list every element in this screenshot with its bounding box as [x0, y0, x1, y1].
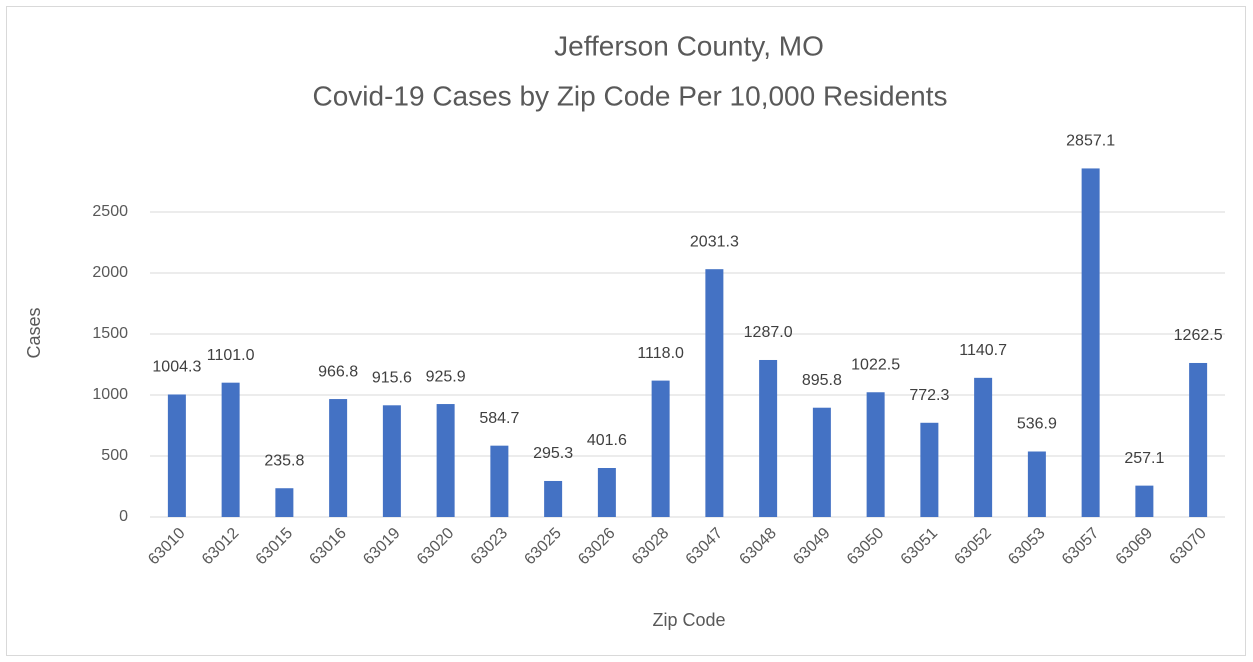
bar	[1189, 362, 1208, 517]
bar	[705, 269, 724, 517]
y-tick-label: 1500	[92, 325, 128, 342]
bar	[1135, 485, 1154, 517]
data-label: 895.8	[802, 372, 842, 389]
bar	[329, 399, 348, 517]
data-label: 925.9	[426, 368, 466, 385]
bar	[436, 404, 455, 517]
bar	[1081, 168, 1100, 517]
data-label: 536.9	[1017, 416, 1057, 433]
chart-border	[6, 6, 1246, 656]
data-label: 2031.3	[690, 233, 739, 250]
y-tick-label: 500	[101, 447, 128, 464]
bar	[544, 480, 563, 517]
bar	[920, 422, 939, 517]
data-label: 257.1	[1124, 450, 1164, 467]
data-label: 295.3	[533, 445, 573, 462]
bar	[490, 445, 509, 517]
bar	[974, 377, 993, 517]
y-tick-label: 0	[119, 508, 128, 525]
bar	[597, 468, 616, 517]
chart-title: Jefferson County, MO	[554, 30, 824, 61]
data-label: 584.7	[479, 410, 519, 427]
y-tick-label: 2500	[92, 203, 128, 220]
data-label: 966.8	[318, 363, 358, 380]
data-label: 1004.3	[152, 359, 201, 376]
x-axis-label: Zip Code	[652, 610, 725, 630]
data-label: 915.6	[372, 370, 412, 387]
data-label: 1140.7	[959, 342, 1007, 359]
y-tick-label: 1000	[92, 386, 128, 403]
bar	[275, 488, 294, 517]
bar	[221, 382, 240, 517]
data-label: 1287.0	[744, 324, 793, 341]
data-label: 1101.0	[207, 347, 255, 364]
bar	[167, 394, 186, 517]
bar	[1027, 451, 1046, 517]
bar	[382, 405, 401, 517]
data-label: 235.8	[264, 452, 304, 469]
data-label: 1022.5	[851, 356, 900, 373]
bar	[866, 392, 885, 517]
bar	[651, 380, 670, 517]
data-label: 1118.0	[637, 345, 684, 362]
y-tick-label: 2000	[92, 264, 128, 281]
y-axis-label: Cases	[24, 307, 44, 358]
data-label: 1262.5	[1174, 327, 1223, 344]
bar	[759, 359, 778, 517]
bar	[812, 407, 831, 517]
data-label: 772.3	[909, 387, 949, 404]
chart-subtitle: Covid-19 Cases by Zip Code Per 10,000 Re…	[312, 80, 947, 111]
data-label: 2857.1	[1066, 133, 1115, 150]
data-label: 401.6	[587, 432, 627, 449]
